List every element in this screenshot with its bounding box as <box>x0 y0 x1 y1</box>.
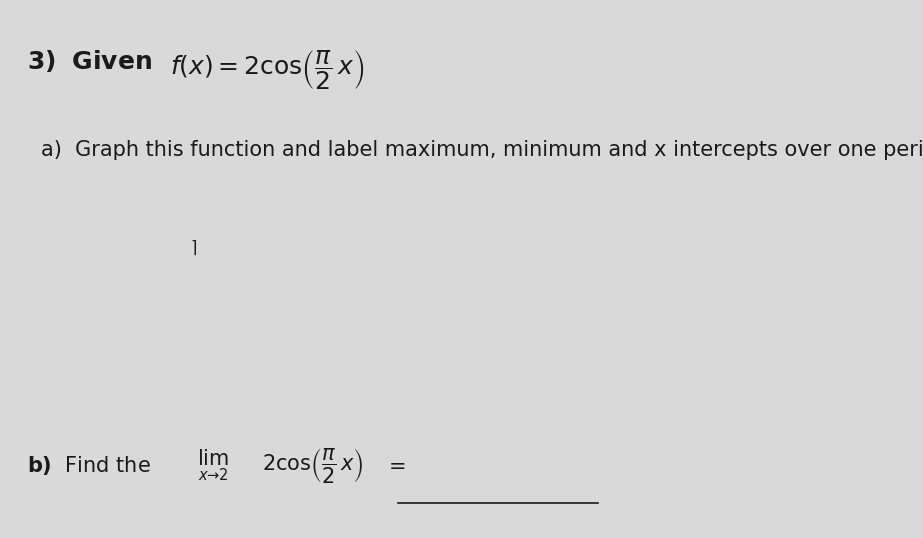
Text: $\lim_{x\to 2}$: $\lim_{x\to 2}$ <box>198 448 229 483</box>
Text: $\rceil$: $\rceil$ <box>190 238 198 257</box>
Text: $\mathbf{3)}$  $\mathbf{Given}$: $\mathbf{3)}$ $\mathbf{Given}$ <box>27 48 152 74</box>
Text: $=$: $=$ <box>384 456 406 475</box>
Text: $f(x)=2\cos\!\left(\dfrac{\pi}{2}\,x\right)$: $f(x)=2\cos\!\left(\dfrac{\pi}{2}\,x\rig… <box>170 48 365 92</box>
Text: a)  Graph this function and label maximum, minimum and x intercepts over one per: a) Graph this function and label maximum… <box>41 140 923 160</box>
Text: $\mathbf{b)}$  Find the: $\mathbf{b)}$ Find the <box>27 454 151 477</box>
Text: $2\cos\!\left(\dfrac{\pi}{2}\,x\right)$: $2\cos\!\left(\dfrac{\pi}{2}\,x\right)$ <box>262 446 364 485</box>
